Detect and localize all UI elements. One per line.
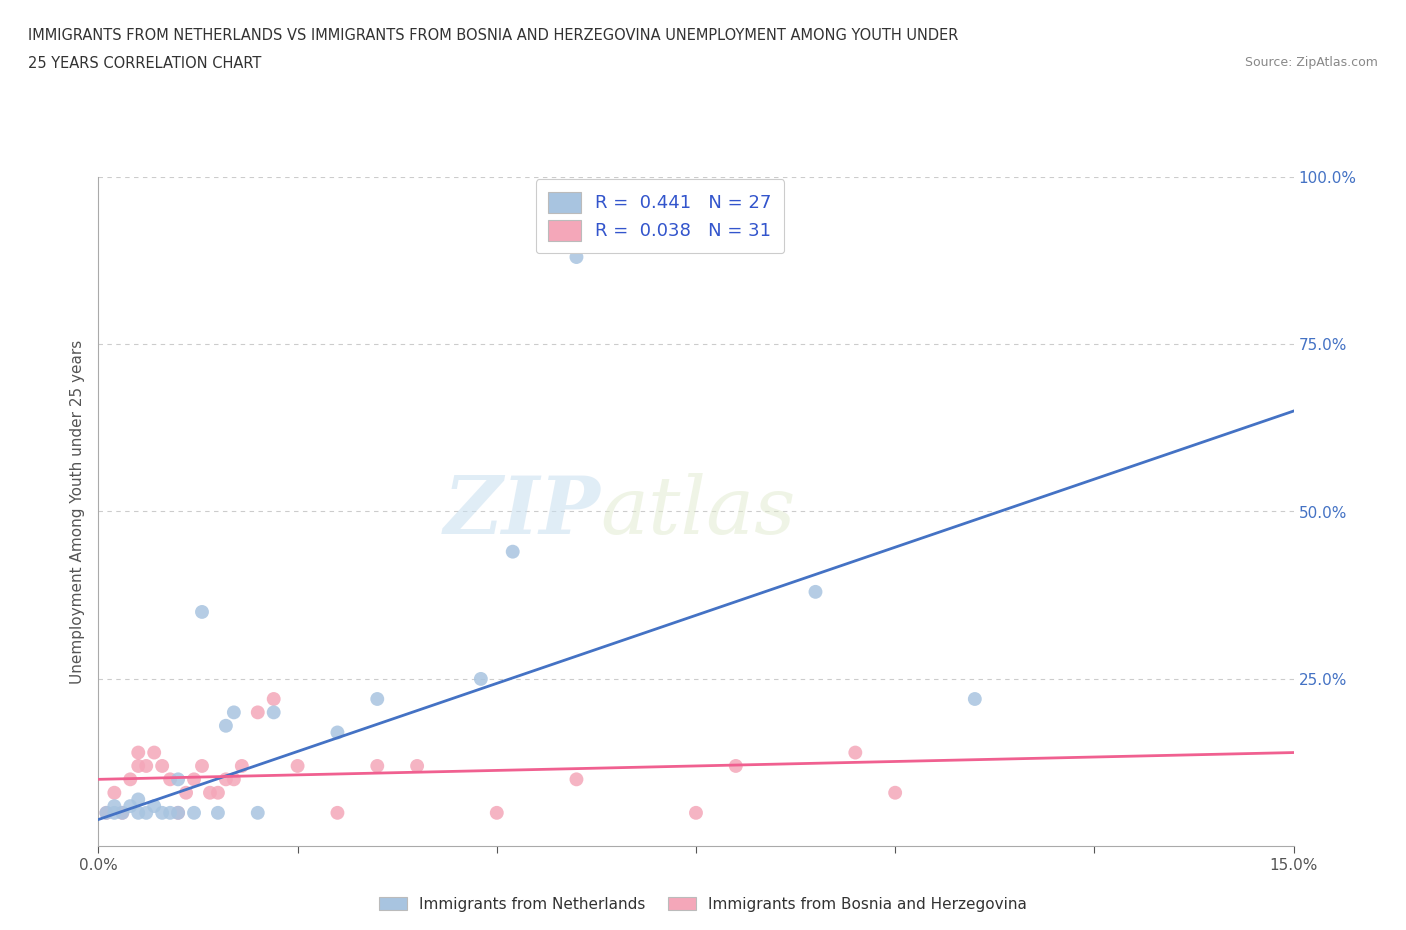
Point <box>215 718 238 733</box>
Point <box>135 759 157 774</box>
Point <box>150 805 173 820</box>
Point <box>167 805 190 820</box>
Point <box>565 249 588 264</box>
Point <box>198 785 221 800</box>
Point <box>127 792 149 807</box>
Text: 25 YEARS CORRELATION CHART: 25 YEARS CORRELATION CHART <box>28 56 262 71</box>
Point <box>366 692 388 707</box>
Point <box>150 759 173 774</box>
Point <box>191 604 214 619</box>
Point <box>120 772 142 787</box>
Point <box>502 544 524 559</box>
Point <box>804 584 827 599</box>
Point <box>246 705 269 720</box>
Point <box>963 692 986 707</box>
Point <box>326 805 349 820</box>
Legend: Immigrants from Netherlands, Immigrants from Bosnia and Herzegovina: Immigrants from Netherlands, Immigrants … <box>373 890 1033 918</box>
Point <box>844 745 866 760</box>
Point <box>207 805 229 820</box>
Point <box>159 805 181 820</box>
Point <box>263 705 285 720</box>
Point <box>127 805 149 820</box>
Point <box>565 772 588 787</box>
Point <box>222 772 245 787</box>
Legend: R =  0.441   N = 27, R =  0.038   N = 31: R = 0.441 N = 27, R = 0.038 N = 31 <box>536 179 785 253</box>
Point <box>287 759 309 774</box>
Text: atlas: atlas <box>600 472 796 551</box>
Text: Source: ZipAtlas.com: Source: ZipAtlas.com <box>1244 56 1378 69</box>
Point <box>470 671 492 686</box>
Point <box>685 805 707 820</box>
Text: IMMIGRANTS FROM NETHERLANDS VS IMMIGRANTS FROM BOSNIA AND HERZEGOVINA UNEMPLOYME: IMMIGRANTS FROM NETHERLANDS VS IMMIGRANT… <box>28 28 959 43</box>
Point <box>174 785 197 800</box>
Point <box>183 772 205 787</box>
Point <box>485 805 508 820</box>
Point <box>263 692 285 707</box>
Point <box>127 745 149 760</box>
Point <box>366 759 388 774</box>
Point <box>127 759 149 774</box>
Point <box>103 799 125 814</box>
Point <box>111 805 134 820</box>
Point <box>406 759 429 774</box>
Point <box>215 772 238 787</box>
Point <box>246 805 269 820</box>
Point <box>111 805 134 820</box>
Point <box>231 759 253 774</box>
Point <box>222 705 245 720</box>
Point <box>326 725 349 740</box>
Point <box>167 805 190 820</box>
Point <box>191 759 214 774</box>
Point <box>207 785 229 800</box>
Point <box>96 805 118 820</box>
Point <box>120 799 142 814</box>
Point <box>724 759 747 774</box>
Point <box>167 772 190 787</box>
Point <box>884 785 907 800</box>
Point <box>143 799 166 814</box>
Y-axis label: Unemployment Among Youth under 25 years: Unemployment Among Youth under 25 years <box>69 339 84 684</box>
Text: ZIP: ZIP <box>443 472 600 551</box>
Point <box>159 772 181 787</box>
Point <box>135 805 157 820</box>
Point <box>103 785 125 800</box>
Point <box>143 745 166 760</box>
Point <box>96 805 118 820</box>
Point <box>103 805 125 820</box>
Point <box>183 805 205 820</box>
